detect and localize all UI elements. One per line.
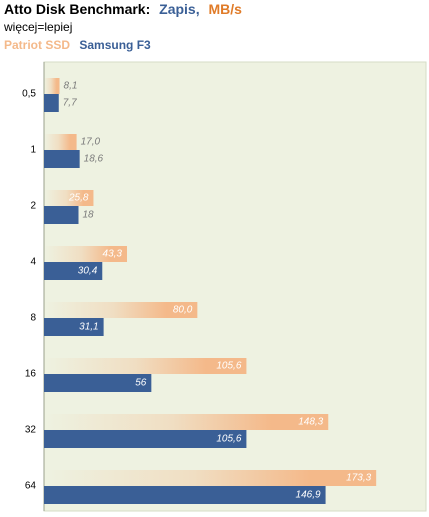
bar bbox=[44, 318, 104, 336]
data-label: 173,3 bbox=[346, 473, 371, 484]
chart-title: Atto Disk Benchmark: Zapis, MB/s bbox=[4, 1, 242, 17]
data-label: 30,4 bbox=[78, 266, 98, 277]
data-label: 7,7 bbox=[63, 98, 77, 109]
legend-entry: Patriot SSD bbox=[4, 38, 70, 52]
data-label: 25,8 bbox=[68, 193, 89, 204]
title-part: Atto Disk Benchmark: bbox=[4, 1, 150, 17]
y-tick-label: 0,5 bbox=[22, 89, 36, 100]
bar bbox=[44, 150, 80, 168]
bar bbox=[44, 470, 377, 486]
bar bbox=[44, 134, 77, 150]
data-label: 146,9 bbox=[296, 490, 321, 501]
bar bbox=[44, 374, 152, 392]
subtitle: więcej=lepiej bbox=[3, 20, 72, 34]
bar bbox=[44, 262, 103, 280]
bar bbox=[44, 302, 198, 318]
bar bbox=[44, 246, 127, 262]
y-tick-label: 32 bbox=[25, 425, 37, 436]
y-tick-label: 2 bbox=[30, 201, 36, 212]
title-part: MB/s bbox=[209, 1, 243, 17]
data-label: 80,0 bbox=[173, 305, 193, 316]
bar bbox=[44, 94, 59, 112]
data-label: 56 bbox=[135, 378, 147, 389]
data-label: 18 bbox=[83, 210, 95, 221]
y-tick-label: 1 bbox=[30, 145, 36, 156]
y-tick-label: 64 bbox=[25, 481, 37, 492]
data-label: 43,3 bbox=[103, 249, 123, 260]
title-part: Zapis, bbox=[159, 1, 199, 17]
bar bbox=[44, 190, 94, 206]
data-label: 8,1 bbox=[64, 81, 78, 92]
bar bbox=[44, 486, 326, 504]
bar bbox=[44, 206, 79, 224]
data-label: 105,6 bbox=[216, 361, 241, 372]
bar bbox=[44, 358, 247, 374]
legend-entry: Samsung F3 bbox=[79, 38, 151, 52]
y-tick-label: 4 bbox=[30, 257, 36, 268]
bar bbox=[44, 78, 60, 94]
data-label: 17,0 bbox=[81, 137, 101, 148]
bar bbox=[44, 414, 329, 430]
data-label: 31,1 bbox=[79, 322, 98, 333]
bar bbox=[44, 430, 247, 448]
legend: Patriot SSD Samsung F3 bbox=[4, 38, 151, 52]
y-tick-label: 8 bbox=[30, 313, 36, 324]
data-label: 18,6 bbox=[84, 154, 104, 165]
y-tick-label: 16 bbox=[25, 369, 37, 380]
data-label: 105,6 bbox=[216, 434, 241, 445]
data-label: 148,3 bbox=[298, 417, 323, 428]
